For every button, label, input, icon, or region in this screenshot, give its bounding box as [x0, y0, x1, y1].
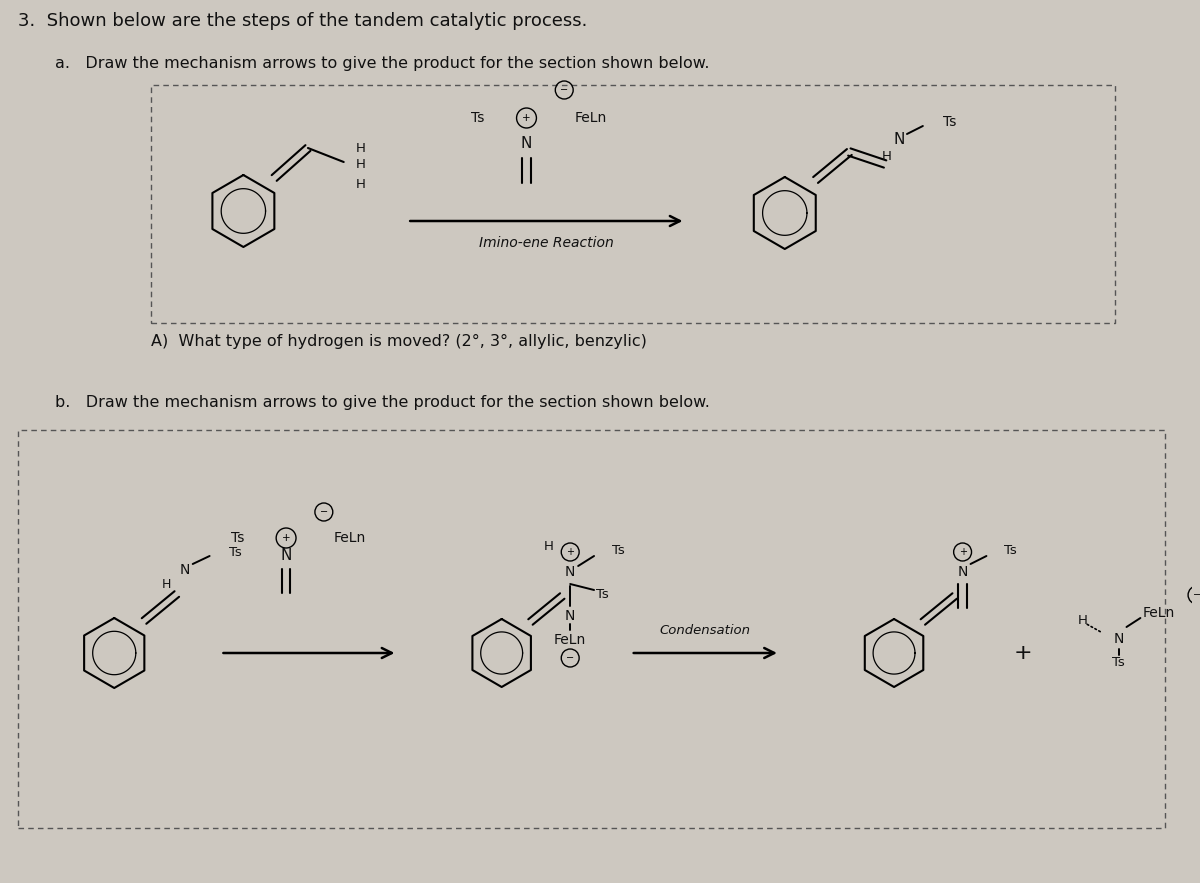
- Text: Ts: Ts: [612, 544, 625, 556]
- Text: Imino-ene Reaction: Imino-ene Reaction: [479, 236, 613, 250]
- Text: a.   Draw the mechanism arrows to give the product for the section shown below.: a. Draw the mechanism arrows to give the…: [55, 56, 709, 71]
- Text: N: N: [180, 563, 190, 577]
- Text: −: −: [1193, 590, 1200, 600]
- Text: A)  What type of hydrogen is moved? (2°, 3°, allylic, benzylic): A) What type of hydrogen is moved? (2°, …: [151, 334, 647, 349]
- Text: −: −: [566, 653, 575, 663]
- Text: H: H: [162, 577, 172, 591]
- Text: Ts: Ts: [229, 546, 242, 559]
- Text: FeLn: FeLn: [574, 111, 606, 125]
- Text: H: H: [355, 141, 366, 155]
- Text: H: H: [355, 159, 366, 171]
- Text: Ts: Ts: [472, 111, 485, 125]
- Text: N: N: [521, 135, 532, 150]
- Text: −: −: [319, 507, 328, 517]
- Text: FeLn: FeLn: [334, 531, 366, 545]
- Text: +: +: [282, 533, 290, 543]
- Text: N: N: [1114, 632, 1123, 646]
- Text: H: H: [1078, 615, 1087, 628]
- Text: Condensation: Condensation: [660, 624, 751, 638]
- Text: Ts: Ts: [230, 531, 245, 545]
- Text: Ts: Ts: [596, 587, 608, 600]
- Text: H: H: [882, 149, 892, 162]
- Text: −: −: [560, 85, 569, 95]
- Text: N: N: [565, 609, 575, 623]
- Text: Ts: Ts: [943, 115, 956, 129]
- Text: H: H: [355, 177, 366, 191]
- Text: N: N: [893, 132, 905, 147]
- Text: N: N: [565, 565, 575, 579]
- Text: N: N: [958, 565, 967, 579]
- Text: +: +: [959, 547, 966, 557]
- Text: +: +: [1014, 643, 1032, 663]
- Text: Ts: Ts: [1112, 656, 1124, 669]
- Text: +: +: [522, 113, 530, 123]
- Text: N: N: [281, 547, 292, 562]
- Text: b.   Draw the mechanism arrows to give the product for the section shown below.: b. Draw the mechanism arrows to give the…: [55, 396, 709, 411]
- Text: +: +: [566, 547, 575, 557]
- Text: H: H: [544, 540, 553, 553]
- Text: Ts: Ts: [1004, 544, 1018, 556]
- Text: 3.  Shown below are the steps of the tandem catalytic process.: 3. Shown below are the steps of the tand…: [18, 12, 587, 30]
- Text: FeLn: FeLn: [1142, 606, 1175, 620]
- Text: FeLn: FeLn: [554, 633, 587, 647]
